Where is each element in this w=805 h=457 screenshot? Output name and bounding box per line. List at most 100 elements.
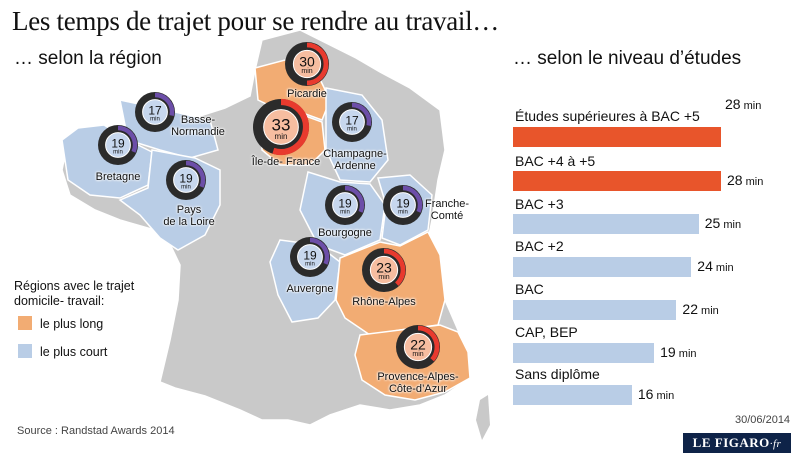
region-name-label: Champagne- Ardenne xyxy=(323,148,387,172)
logo-main-text: LE FIGARO xyxy=(692,435,770,450)
badge-minutes: 23 xyxy=(376,260,392,276)
region-name-line: Provence-Alpes- xyxy=(377,371,459,383)
publication-date: 30/06/2014 xyxy=(735,414,791,426)
region-name-label: Franche- Comté xyxy=(425,198,469,222)
badge-unit: min xyxy=(412,351,423,358)
legend-item-short: le plus court xyxy=(18,344,107,360)
badge-minutes: 22 xyxy=(410,337,426,353)
region-name-line: Auvergne xyxy=(286,283,334,295)
badge-inner-disc xyxy=(369,255,399,285)
region-name-line: Rhône-Alpes xyxy=(352,296,416,308)
region-name-line: Bretagne xyxy=(95,171,141,183)
badge-minutes: 17 xyxy=(345,113,359,127)
map-corsica xyxy=(476,395,490,440)
le-figaro-logo[interactable]: LE FIGARO·fr xyxy=(683,433,791,453)
badge-inner-disc xyxy=(403,332,433,362)
badge-unit: min xyxy=(340,209,350,215)
region-name-line: Picardie xyxy=(287,88,327,100)
badge-unit: min xyxy=(398,209,408,215)
region-name-label: Rhône-Alpes xyxy=(352,296,416,308)
page-title: Les temps de trajet pour se rendre au tr… xyxy=(12,6,500,36)
region-name-label: Bretagne xyxy=(96,171,141,183)
badge-minutes: 33 xyxy=(272,115,291,134)
badge-progress-arc xyxy=(351,102,372,126)
badge-progress-arc xyxy=(309,237,330,265)
legend-swatch-long xyxy=(18,316,32,330)
legend-label-long: le plus long xyxy=(40,317,104,331)
badge-inner-disc xyxy=(297,244,323,270)
region-name-line: Basse- xyxy=(180,114,216,126)
badge-inner-disc xyxy=(292,49,322,79)
badge-minutes: 17 xyxy=(148,103,162,117)
region-name-line: Franche- xyxy=(424,198,470,210)
region-name-line: Pays xyxy=(176,204,202,216)
badge-minutes: 19 xyxy=(396,196,410,210)
region-name-line: Ardenne xyxy=(334,160,376,172)
badge-progress-arc xyxy=(402,185,423,213)
region-name-line: Comté xyxy=(430,210,464,222)
region-name-line: Île-de- France xyxy=(251,156,321,168)
region-name-line: Côte-d’Azur xyxy=(388,383,448,395)
region-name-label: Île-de- France xyxy=(252,156,320,168)
region-name-label: Pays de la Loire xyxy=(163,204,214,228)
legend-label-short: le plus court xyxy=(40,345,108,359)
badge-progress-arc xyxy=(306,42,329,86)
badge-unit: min xyxy=(378,274,389,281)
legend-item-long: le plus long xyxy=(18,316,103,332)
badge-progress-arc xyxy=(272,98,310,156)
legend-title: Régions avec le trajet domicile- travail… xyxy=(14,279,134,309)
badge-progress-arc xyxy=(154,92,175,116)
badge-minutes: 30 xyxy=(299,54,315,70)
badge-progress-arc xyxy=(344,185,365,213)
badge-unit: min xyxy=(275,132,288,141)
badge-unit: min xyxy=(301,68,312,75)
badge-minutes: 19 xyxy=(179,171,193,185)
badge-minutes: 19 xyxy=(111,136,125,150)
badge-progress-arc xyxy=(185,160,206,188)
badge-unit: min xyxy=(150,116,160,122)
badge-inner-disc xyxy=(142,99,168,125)
badge-inner-disc xyxy=(263,109,299,145)
region-name-label: Bourgogne xyxy=(318,227,372,239)
chart-subtitle: … selon le niveau d’études xyxy=(513,48,742,69)
badge-unit: min xyxy=(181,184,191,190)
badge-minutes: 19 xyxy=(338,196,352,210)
badge-progress-arc xyxy=(417,325,440,362)
region-name-label: Basse- Normandie xyxy=(171,114,225,138)
legend-swatch-short xyxy=(18,344,32,358)
badge-unit: min xyxy=(347,126,357,132)
logo-suffix-text: ·fr xyxy=(769,438,782,450)
region-name-label: Provence-Alpes- Côte-d’Azur xyxy=(377,371,458,395)
badge-progress-arc xyxy=(117,125,138,153)
badge-inner-disc xyxy=(390,192,416,218)
legend-title-line-2: domicile- travail: xyxy=(14,294,105,308)
badge-inner-disc xyxy=(173,167,199,193)
region-name-line: Normandie xyxy=(171,126,225,138)
region-name-label: Auvergne xyxy=(286,283,333,295)
region-name-line: Champagne- xyxy=(323,148,387,160)
badge-unit: min xyxy=(113,149,123,155)
badge-inner-disc xyxy=(105,132,131,158)
badge-inner-disc xyxy=(339,109,365,135)
badge-minutes: 19 xyxy=(303,248,317,262)
map-subtitle: … selon la région xyxy=(14,48,162,69)
legend-title-line-1: Régions avec le trajet xyxy=(14,279,135,293)
region-name-line: Bourgogne xyxy=(318,227,372,239)
source-note: Source : Randstad Awards 2014 xyxy=(17,425,175,437)
region-name-label: Picardie xyxy=(287,88,327,100)
region-name-line: de la Loire xyxy=(163,216,215,228)
badge-progress-arc xyxy=(383,248,406,286)
